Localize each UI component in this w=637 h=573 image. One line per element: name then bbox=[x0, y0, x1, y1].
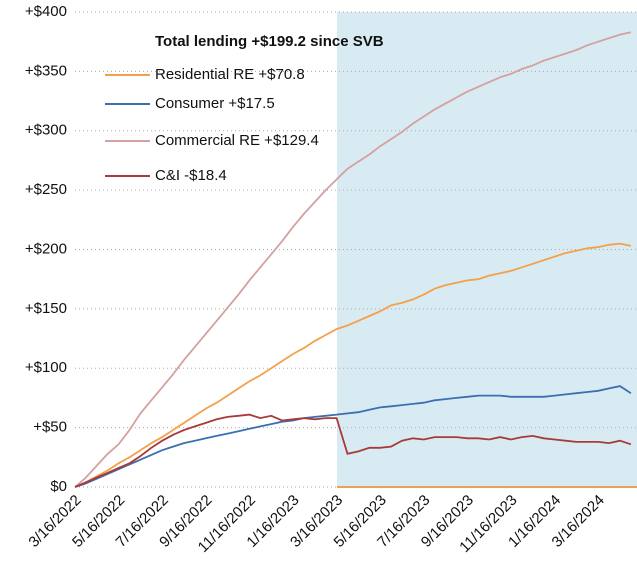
series-line bbox=[74, 31, 632, 488]
y-tick-label: +$250 bbox=[25, 181, 67, 198]
y-tick-label: +$150 bbox=[25, 300, 67, 317]
y-tick-label: +$300 bbox=[25, 122, 67, 139]
y-tick-label: +$400 bbox=[25, 3, 67, 20]
legend-title: Total lending +$199.2 since SVB bbox=[155, 33, 384, 50]
y-tick-label: +$50 bbox=[33, 419, 67, 436]
legend-label: Consumer +$17.5 bbox=[155, 95, 275, 112]
legend-label: Commercial RE +$129.4 bbox=[155, 132, 319, 149]
y-tick-label: +$200 bbox=[25, 240, 67, 257]
legend-label: C&I -$18.4 bbox=[155, 167, 227, 184]
series-line bbox=[74, 413, 632, 488]
y-tick-label: +$100 bbox=[25, 359, 67, 376]
series-line bbox=[74, 385, 632, 488]
legend-label: Residential RE +$70.8 bbox=[155, 66, 305, 83]
y-tick-label: $0 bbox=[50, 478, 67, 495]
y-tick-label: +$350 bbox=[25, 62, 67, 79]
series-line bbox=[74, 242, 632, 488]
